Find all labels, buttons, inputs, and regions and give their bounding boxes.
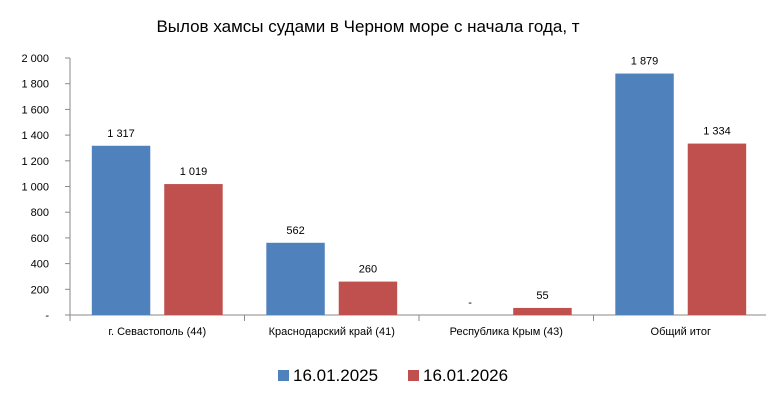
- x-category-label: г. Севастополь (44): [108, 326, 206, 338]
- data-label: 1 019: [180, 166, 208, 178]
- chart-title: Вылов хамсы судами в Черном море с начал…: [156, 17, 579, 36]
- legend-swatch: [278, 370, 289, 381]
- x-category-label: Общий итог: [651, 326, 711, 338]
- y-tick-label: 1 600: [21, 104, 49, 116]
- data-label: 260: [359, 264, 377, 276]
- y-tick-label: 1 400: [21, 130, 49, 142]
- bar: [91, 145, 151, 315]
- bar: [687, 143, 747, 315]
- legend: 16.01.2025 16.01.2026: [278, 366, 508, 385]
- data-label: 1 334: [703, 126, 731, 138]
- legend-label: 16.01.2025: [293, 366, 378, 385]
- bar: [338, 281, 398, 315]
- axes: - 200 400 600 800 1 000 1 200 1 400 1 600 1 800 2 …: [21, 53, 766, 338]
- bar: [513, 307, 572, 315]
- y-tick-label: 1 200: [21, 156, 49, 168]
- data-label: 562: [286, 225, 304, 237]
- data-label: 1 317: [107, 128, 135, 140]
- y-tick-label: -: [45, 310, 49, 322]
- y-tick-label: 400: [31, 259, 49, 271]
- legend-swatch: [408, 370, 419, 381]
- bar: [266, 242, 325, 315]
- bars: [91, 73, 747, 316]
- y-tick-label: 1 000: [21, 182, 49, 194]
- bar: [615, 73, 674, 316]
- data-label: 55: [536, 290, 548, 302]
- legend-label: 16.01.2026: [423, 366, 508, 385]
- bar: [164, 184, 223, 315]
- y-tick-label: 2 000: [21, 53, 49, 65]
- y-tick-label: 200: [31, 284, 49, 296]
- data-label: 1 879: [631, 56, 659, 68]
- x-category-label: Республика Крым (43): [450, 326, 563, 338]
- data-labels: 1 317 562 - 1 879 1 019 260 55 1 334: [107, 56, 730, 309]
- y-tick-label: 800: [31, 207, 49, 219]
- y-tick-label: 600: [31, 233, 49, 245]
- data-label: -: [468, 297, 472, 309]
- y-tick-label: 1 800: [21, 79, 49, 91]
- x-category-label: Краснодарский край (41): [269, 326, 395, 338]
